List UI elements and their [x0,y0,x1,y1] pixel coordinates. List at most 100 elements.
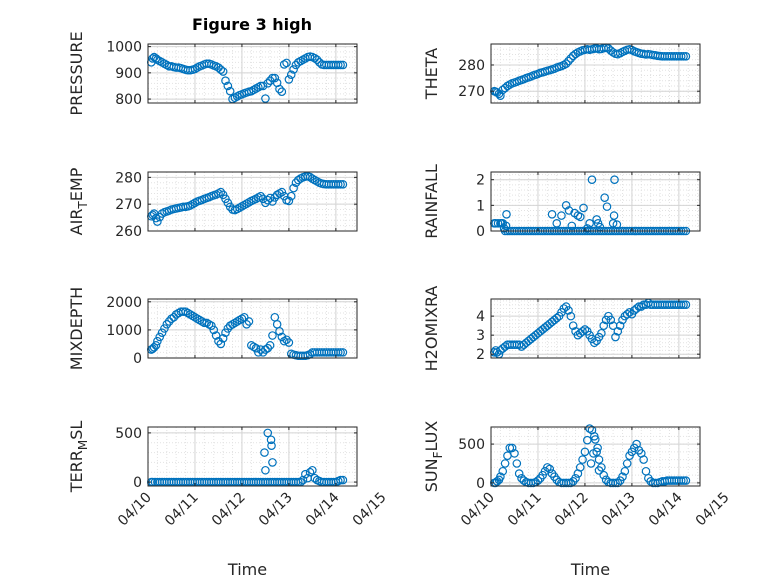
data-point [268,73,277,83]
data-point [502,210,511,219]
data-point [266,435,276,445]
data-point [499,224,509,233]
data-point [333,60,343,70]
data-point [267,441,276,450]
data-point [277,332,287,342]
data-point [202,318,212,328]
data-point [298,475,308,485]
y-tick-label: 4 [476,309,485,325]
y-tick-label: 280 [458,58,485,74]
data-point [582,435,592,445]
data-point [225,86,235,96]
data-point [268,458,277,467]
data-point [279,60,289,69]
data-point [580,325,590,334]
data-point [585,219,594,228]
data-point [261,345,270,354]
data-point [216,65,226,75]
data-point [209,325,219,335]
data-point [496,472,505,481]
data-point [268,331,277,340]
data-point [338,348,348,357]
x-tick-label: 04/13 [256,490,296,530]
data-point [609,211,619,220]
data-point [333,180,343,189]
data-point [611,478,620,488]
data-point [575,463,585,472]
data-point [305,467,315,477]
subplot-terr_msl: 0 500 TERRMSL 04/10 04/11 04/12 04/13 04/14 04/1… [67,421,390,579]
data-point [207,321,216,330]
subplot-air_temp: 260 270 280 AIRTEMP [67,167,358,240]
data-point [218,334,228,343]
data-point [579,203,588,213]
data-point [247,341,256,350]
data-point [275,327,284,336]
x-tick-label: 04/15 [350,490,390,530]
y-tick-label: 2 [476,173,485,189]
data-point [284,196,294,206]
data-point [338,475,348,485]
data-point [270,73,280,83]
series-markers [146,307,348,361]
x-tick-label: 04/11 [162,490,202,530]
data-point [564,206,574,215]
y-tick-label: 900 [115,66,142,82]
data-point [679,476,688,485]
subplot-sun_flux: 0 500 SUNFLUX 04/10 04/11 04/12 04/13 04/14 04/1… [422,421,733,579]
data-point [566,311,576,321]
y-tick-label: 500 [115,426,142,442]
data-point [636,302,646,311]
data-point [333,348,343,357]
data-point [258,81,268,91]
data-point [289,183,298,193]
data-point [578,455,587,464]
data-point [291,178,301,188]
data-point [561,201,571,210]
axes-box [147,298,358,359]
data-point [251,343,261,353]
data-point [312,55,322,65]
data-point [610,175,619,185]
y-tick-label: 0 [133,351,142,367]
data-point [587,175,597,185]
subplot-theta: 270 280 THETA [422,43,701,104]
x-axis-label: Time [570,560,610,579]
data-point [676,52,686,61]
data-point [578,327,587,336]
data-point [566,54,576,63]
data-point [284,75,294,84]
data-point [613,327,623,336]
data-point [496,91,505,100]
data-point [178,307,188,316]
series-markers [489,424,691,488]
subplot-h2omixra: 2 3 4 H2OMIXRA [422,286,701,371]
data-point [507,443,517,453]
data-point [216,339,226,349]
data-point [216,187,226,197]
data-point [586,459,596,468]
data-point [244,317,254,326]
axes-box [490,171,701,232]
data-point [263,343,273,353]
y-tick-label: 270 [458,84,485,100]
data-point [615,321,625,330]
data-point [679,52,688,61]
data-point [681,52,691,61]
data-point [632,304,641,313]
data-point [160,324,169,333]
data-point [493,219,503,228]
data-point [505,443,515,453]
data-point [181,307,190,316]
data-point [639,455,648,464]
data-point [338,60,348,70]
x-tick-label: 04/12 [209,490,249,530]
data-point [223,81,233,91]
data-point [557,211,566,220]
x-tick-label: 04/11 [505,490,545,530]
y-axis-label: MIXDEPTH [67,287,86,370]
data-point [622,309,632,319]
data-point [676,300,686,310]
data-point [681,476,691,485]
data-point [338,180,348,189]
